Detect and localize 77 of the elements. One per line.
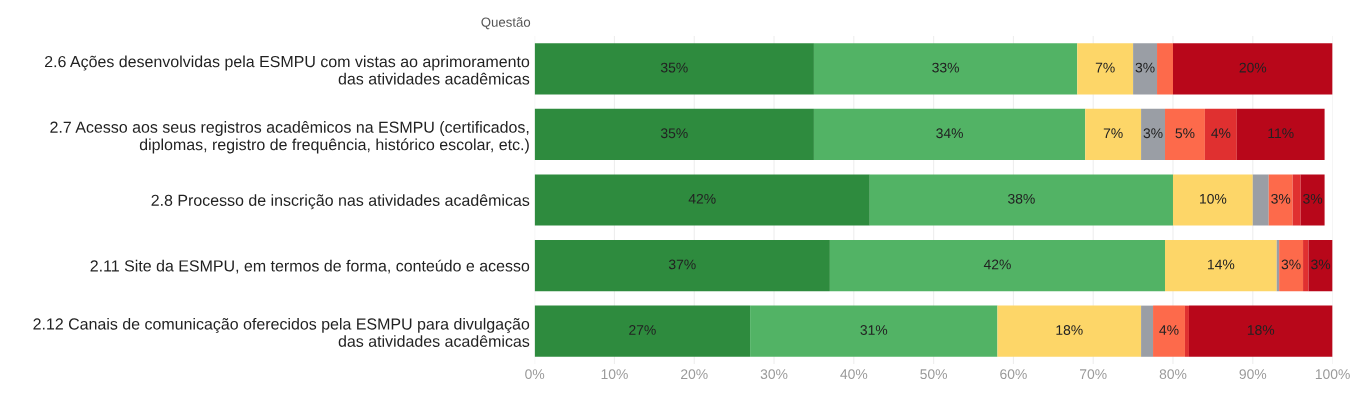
x-tick-label: 60% xyxy=(1000,369,1027,380)
y-tick-label: 2.7 Acesso aos seus registros acadêmicos na ESMPU (certificados, diplomas, registro de frequência, histórico escolar, etc.) xyxy=(50,121,529,154)
data-label: 18% xyxy=(1247,325,1275,335)
x-tick-label: 40% xyxy=(840,369,868,380)
bar xyxy=(534,240,830,292)
data-label: 4% xyxy=(1159,325,1179,335)
bar xyxy=(1172,174,1253,226)
bar xyxy=(534,108,814,160)
bar xyxy=(1165,240,1277,292)
bar xyxy=(997,305,1142,357)
bar xyxy=(1308,240,1333,292)
bar xyxy=(1303,240,1309,292)
bar xyxy=(829,240,1166,292)
bar xyxy=(1268,174,1293,226)
x-tick-label: 100% xyxy=(1315,369,1350,380)
data-label: 7% xyxy=(1095,62,1115,73)
data-label: 3% xyxy=(1143,128,1163,139)
bar xyxy=(1133,43,1158,95)
bar xyxy=(1292,174,1301,226)
x-tick-label: 20% xyxy=(681,369,708,380)
bar xyxy=(1085,108,1142,160)
bar xyxy=(534,174,870,226)
bar xyxy=(1157,43,1173,95)
bar xyxy=(1153,305,1185,357)
data-label: 27% xyxy=(629,325,656,335)
data-label: 38% xyxy=(1008,193,1035,204)
data-label: 3% xyxy=(1311,259,1331,270)
data-label: 20% xyxy=(1239,62,1267,73)
y-tick-label: 2.12 Canais de comunicação oferecidos pela ESMPU para divulgação das atividades acadêmicas xyxy=(33,317,530,347)
bar xyxy=(534,305,751,357)
data-label: 3% xyxy=(1271,193,1291,204)
bar xyxy=(1077,43,1134,95)
bar xyxy=(534,43,814,95)
data-label: 14% xyxy=(1208,259,1235,270)
bar xyxy=(1188,305,1333,357)
bar xyxy=(1300,174,1325,226)
x-tick-label: 0% xyxy=(525,369,545,380)
data-label: 3% xyxy=(1303,193,1323,204)
data-label: 18% xyxy=(1056,325,1083,335)
bar xyxy=(813,108,1086,160)
data-label: 31% xyxy=(860,325,888,335)
data-label: 5% xyxy=(1175,128,1195,139)
bar xyxy=(1184,305,1189,357)
x-tick-label: 90% xyxy=(1239,369,1267,380)
bar xyxy=(1141,305,1154,357)
y-axis-title: Questão xyxy=(481,17,531,30)
data-label: 4% xyxy=(1211,128,1231,139)
x-tick-label: 50% xyxy=(920,369,948,380)
data-label: 37% xyxy=(668,259,696,270)
x-tick-label: 10% xyxy=(601,369,628,380)
data-label: 42% xyxy=(688,193,716,204)
y-tick-label: 2.8 Processo de inscrição nas atividades acadêmicas xyxy=(151,194,530,210)
bar xyxy=(1172,43,1333,95)
data-label: 35% xyxy=(660,62,688,73)
y-tick-label: 2.11 Site da ESMPU, em termos de forma, conteúdo e acesso xyxy=(90,259,530,274)
x-tick-label: 80% xyxy=(1159,369,1187,380)
bar xyxy=(813,43,1078,95)
data-label: 3% xyxy=(1135,62,1155,73)
bar xyxy=(1204,108,1237,160)
bar xyxy=(1252,174,1269,226)
x-tick-label: 70% xyxy=(1080,369,1107,380)
y-tick-label: 2.6 Ações desenvolvidas pela ESMPU com vistas ao aprimoramento das atividades acadêmicas xyxy=(45,55,530,85)
data-label: 7% xyxy=(1103,128,1123,139)
data-label: 42% xyxy=(983,259,1011,270)
bar xyxy=(1141,108,1166,160)
data-label: 3% xyxy=(1281,259,1301,270)
bar xyxy=(1165,108,1205,160)
bar xyxy=(750,305,998,357)
data-label: 11% xyxy=(1268,128,1294,139)
data-label: 34% xyxy=(936,128,963,139)
data-label: 35% xyxy=(660,128,688,139)
bar xyxy=(1279,240,1304,292)
x-tick-label: 30% xyxy=(760,369,788,380)
bar xyxy=(1236,108,1325,160)
data-label: 33% xyxy=(932,62,959,73)
bar xyxy=(869,174,1173,226)
data-label: 10% xyxy=(1200,193,1227,204)
